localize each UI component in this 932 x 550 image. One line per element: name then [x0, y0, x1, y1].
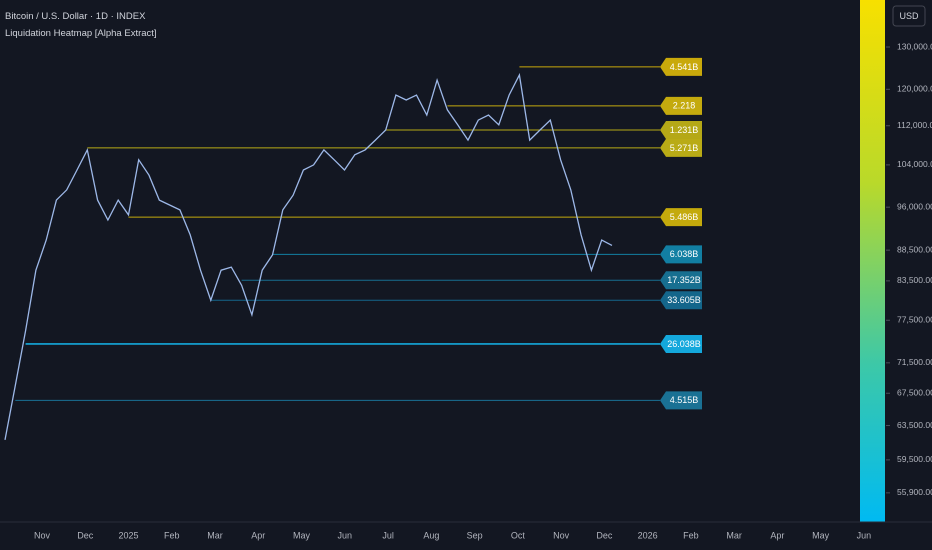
x-tick-label: Jun: [338, 530, 353, 540]
y-tick-label: 104,000.00: [897, 159, 932, 169]
level-label: 1.231B: [670, 125, 699, 135]
x-tick-label: May: [812, 530, 830, 540]
x-tick-label: Nov: [553, 530, 570, 540]
level-label: 33.605B: [667, 295, 701, 305]
level-tag: [660, 96, 702, 115]
x-tick-label: 2026: [638, 530, 658, 540]
level-label: 26.038B: [667, 339, 701, 349]
x-tick-label: Oct: [511, 530, 526, 540]
y-tick-label: 77,500.00: [897, 315, 932, 325]
level-label: 2.218: [673, 101, 696, 111]
x-tick-label: Apr: [770, 530, 784, 540]
currency-box[interactable]: [892, 5, 926, 27]
x-tick-label: Jul: [382, 530, 394, 540]
level-label: 4.515B: [670, 395, 699, 405]
level-tag: [660, 334, 702, 353]
y-tick-label: 120,000.00: [897, 84, 932, 94]
x-tick-label: Mar: [207, 530, 223, 540]
x-tick-label: Jun: [857, 530, 872, 540]
x-tick-label: Dec: [596, 530, 613, 540]
level-label: 4.541B: [670, 62, 699, 72]
currency[interactable]: USD: [899, 11, 919, 21]
level-tag: [660, 121, 702, 140]
level-label: 6.038B: [670, 249, 699, 259]
y-tick-label: 63,500.00: [897, 420, 932, 430]
x-tick-label: Apr: [251, 530, 265, 540]
level-tag: [660, 291, 702, 310]
level-tag: [660, 245, 702, 264]
x-tick-label: 2025: [119, 530, 139, 540]
y-tick-label: 55,900.00: [897, 487, 932, 497]
y-tick-label: 112,000.00: [897, 120, 932, 130]
x-tick-label: Aug: [423, 530, 439, 540]
x-tick-label: Feb: [683, 530, 699, 540]
price-line: [4, 72, 613, 441]
level-tag: [660, 391, 702, 410]
level-tag: [660, 271, 702, 290]
y-tick-label: 67,500.00: [897, 387, 932, 397]
heatmap-scale: [860, 0, 885, 522]
level-label: 5.486B: [670, 212, 699, 222]
level-label: 5.271B: [670, 143, 699, 153]
y-tick-label: 71,500.00: [897, 357, 932, 367]
y-tick-label: 59,500.00: [897, 454, 932, 464]
level-label: 17.352B: [667, 275, 701, 285]
x-tick-label: May: [293, 530, 311, 540]
level-tag: [660, 138, 702, 157]
x-tick-label: Mar: [726, 530, 742, 540]
chart-title: Bitcoin / U.S. Dollar · 1D · INDEX: [5, 11, 146, 22]
y-tick-label: 83,500.00: [897, 275, 932, 285]
y-tick-label: 130,000.00: [897, 41, 932, 51]
x-tick-label: Feb: [164, 530, 180, 540]
x-tick-label: Sep: [467, 530, 483, 540]
level-tag: [660, 57, 702, 76]
level-tag: [660, 208, 702, 227]
x-tick-label: Dec: [77, 530, 94, 540]
y-tick-label: 96,000.00: [897, 201, 932, 211]
chart-subtitle: Liquidation Heatmap [Alpha Extract]: [5, 28, 157, 39]
y-tick-label: 88,500.00: [897, 244, 932, 254]
x-tick-label: Nov: [34, 530, 51, 540]
